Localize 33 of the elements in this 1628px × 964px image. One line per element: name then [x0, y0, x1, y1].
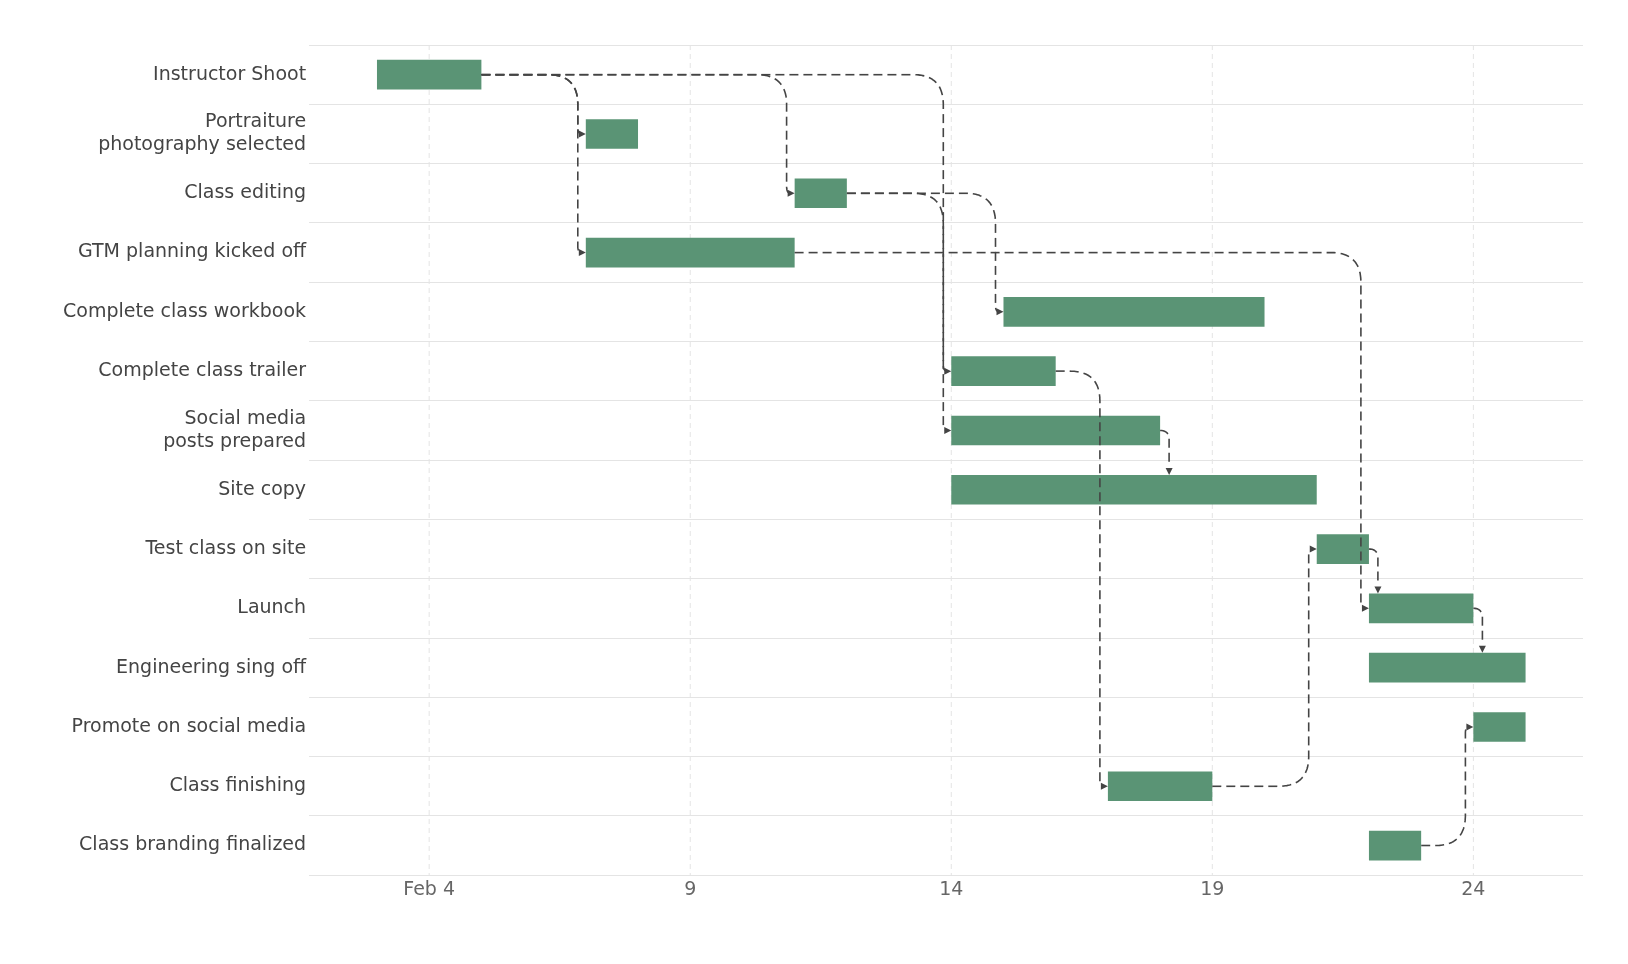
bar: [1107, 771, 1213, 802]
x-tick-label: 24: [1461, 876, 1486, 899]
bar: [1368, 652, 1526, 683]
x-tick-label: 19: [1200, 876, 1225, 899]
x-tick-label: 14: [939, 876, 964, 899]
bar: [1316, 534, 1369, 564]
bar: [1003, 297, 1265, 327]
y-tick-label: Social media posts prepared: [163, 405, 307, 451]
bar: [1368, 593, 1474, 624]
y-tick-label: Site copy: [218, 476, 307, 499]
y-tick-label: Launch: [237, 595, 307, 618]
bar: [585, 119, 639, 149]
y-tick-label: Class branding finalized: [79, 832, 307, 855]
y-tick-label: Portraiture photography selected: [98, 109, 307, 155]
y-tick-label: Engineering sing off: [116, 654, 308, 677]
y-tick-label: Complete class trailer: [98, 358, 307, 381]
bar: [585, 237, 795, 268]
x-tick-label: Feb 4: [403, 876, 456, 899]
y-tick-label: Class editing: [184, 180, 307, 203]
bar: [1368, 830, 1422, 861]
y-tick-label: GTM planning kicked off: [77, 239, 307, 262]
x-tick-label: 9: [684, 876, 697, 899]
bar: [951, 356, 1056, 386]
bar: [794, 178, 847, 209]
y-tick-label: Test class on site: [144, 535, 307, 558]
y-tick-label: Instructor Shoot: [153, 61, 307, 84]
bar: [1473, 712, 1526, 742]
y-tick-label: Class finishing: [169, 773, 307, 796]
y-tick-label: Promote on social media: [71, 713, 307, 736]
bar: [951, 415, 1161, 446]
y-tick-label: Complete class workbook: [62, 298, 307, 321]
bar: [376, 59, 482, 90]
bar: [951, 474, 1317, 505]
